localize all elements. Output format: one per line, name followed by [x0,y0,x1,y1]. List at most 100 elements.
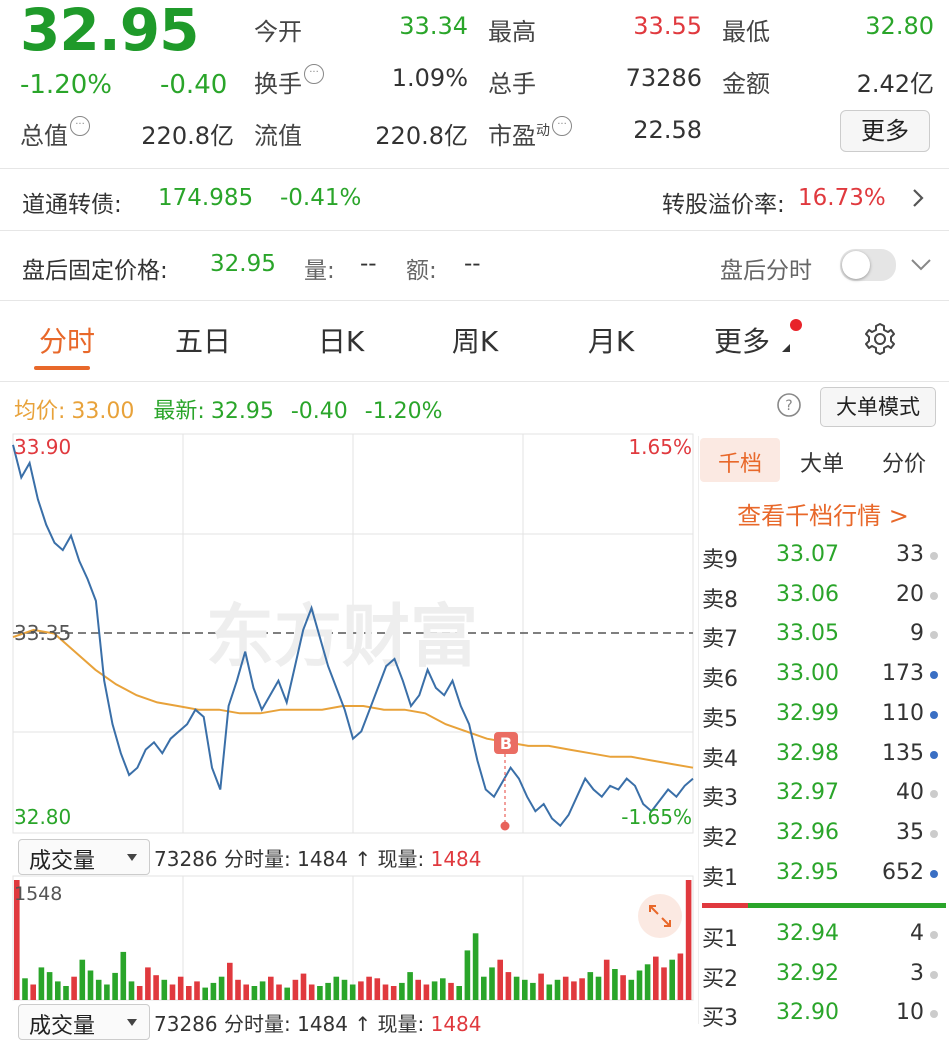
big-order-mode-button[interactable]: 大单模式 [820,387,936,427]
volume-total: 73286 [154,1012,218,1036]
afterhours-vol-label: 量: [304,258,335,284]
depth-quote-link[interactable]: 查看千档行情 > [737,502,909,530]
mktcap-label[interactable]: 总值 ··· [20,116,90,151]
tab-weekly-k[interactable]: 周K [451,325,499,358]
volume-bar [505,972,512,1000]
pe-label[interactable]: 市盈动 ··· [488,116,572,151]
volume-bar [546,984,553,1000]
watermark: 东方财富 [206,598,478,677]
volume-info: 73286 分时量: 1484 ↑ 现量: 1484 [154,843,482,872]
expand-button[interactable] [638,894,682,938]
ask-row[interactable]: 卖1 32.95 652 [702,854,946,892]
ask-row[interactable]: 卖4 32.98 135 [702,735,946,773]
minute-vol-label: 分时量: [223,847,291,871]
ask-row[interactable]: 卖7 33.05 9 [702,615,946,653]
high-label: 最高 [488,18,536,46]
intraday-chart[interactable]: 东方财富 B 33.90 1.65% 33.35 32.80 -1.65% [0,432,698,837]
ask-row[interactable]: 卖5 32.99 110 [702,695,946,733]
turnover-label[interactable]: 换手 ··· [254,64,324,99]
volume-selector[interactable]: 成交量 [18,839,150,875]
bid-row[interactable]: 买1 32.94 4 [702,915,946,953]
tab-daily-k[interactable]: 日K [317,325,365,358]
tab-intraday[interactable]: 分时 [38,325,95,358]
bid-volume: 3 [910,960,924,986]
bond-row[interactable]: 道通转债: 174.985 -0.41% 转股溢价率: 16.73% [0,169,949,229]
book-tab-depth[interactable]: 千档 [717,452,762,477]
float-value: 220.8亿 [375,122,468,150]
book-tab-big-orders[interactable]: 大单 [799,452,844,477]
y-top-pct: 1.65% [628,435,692,459]
pe-sup: 动 [536,123,550,139]
y-bottom-pct: -1.65% [621,805,692,829]
order-dot [930,829,938,838]
premium-label: 转股溢价率: [662,192,785,218]
tab-five-day[interactable]: 五日 [174,325,231,358]
volume-bar [481,976,487,1000]
ask-row[interactable]: 卖6 33.00 173 [702,655,946,693]
bid-row[interactable]: 买2 32.92 3 [702,955,946,993]
ask-level: 卖7 [702,627,738,653]
volume-selector-secondary[interactable]: 成交量 [18,1004,150,1040]
info-icon[interactable]: ··· [70,116,90,136]
ask-row[interactable]: 卖8 33.06 20 [702,576,946,614]
ask-row[interactable]: 卖2 32.96 35 [702,814,946,852]
volume-bar [308,984,315,1000]
volume-bar [300,973,307,1000]
order-dot [930,970,938,979]
volume-bar [530,982,536,1000]
volume-bar [538,973,544,1000]
order-dot [930,790,938,799]
volume-bar [636,970,643,1000]
ask-level: 卖3 [702,786,738,812]
afterhours-amt-label: 额: [406,258,437,284]
more-button[interactable]: 更多 [840,110,930,152]
toggle-knob [842,251,870,279]
volume-bar [235,979,241,1000]
up-arrow-icon: ↑ [354,847,372,871]
bid-level: 买3 [702,1006,738,1031]
bid-price: 32.92 [776,960,839,986]
price-line [12,444,694,828]
gear-icon[interactable] [862,321,898,357]
minute-vol-label: 分时量: [223,1012,291,1036]
y-bottom-price: 32.80 [14,805,71,829]
ask-price: 33.07 [776,542,839,567]
order-dot [930,631,938,640]
ask-row[interactable]: 卖9 33.07 33 [702,536,946,574]
info-icon[interactable]: ··· [552,116,572,136]
book-tab-bg [700,438,780,482]
book-tab-price-dist[interactable]: 分价 [881,452,926,477]
afterhours-toggle[interactable] [840,249,896,281]
bid-row[interactable]: 买3 32.90 10 [702,994,946,1032]
turnover-value: 1.09% [391,64,468,92]
volume-chart[interactable]: 1548 [0,874,698,1004]
tab-monthly-k[interactable]: 月K [587,325,635,358]
svg-text:?: ? [785,398,792,414]
ask-row[interactable]: 卖3 32.97 40 [702,774,946,812]
volume-bar [79,959,86,1000]
volume-bar [30,984,36,1000]
order-dot [930,931,938,939]
divider [0,230,949,231]
volume-bar [104,984,110,1000]
buy-marker-label: B [500,734,512,753]
chart-legend: 均价: 33.00 最新: 32.95 -0.40 -1.20% [14,393,443,425]
low-value: 32.80 [865,12,934,40]
tab-underline [34,366,90,370]
pe-value: 22.58 [633,116,702,144]
volume-bar [292,979,299,1000]
volume-bar [55,981,61,1000]
chevron-down-icon[interactable] [908,254,934,276]
bid-volume: 10 [896,1000,924,1025]
volume-bar [268,976,274,1000]
volume-bar [251,986,258,1000]
help-icon[interactable]: ? [776,392,802,418]
tab-more[interactable]: 更多 [713,325,770,358]
ask-price: 32.98 [776,740,839,766]
volume-bar [177,976,184,1000]
caret-down-icon [127,854,137,861]
buy-marker[interactable] [494,732,518,754]
volume-bar [95,979,102,1000]
info-icon[interactable]: ··· [304,64,324,84]
now-vol-label: 现量: [377,1012,425,1036]
